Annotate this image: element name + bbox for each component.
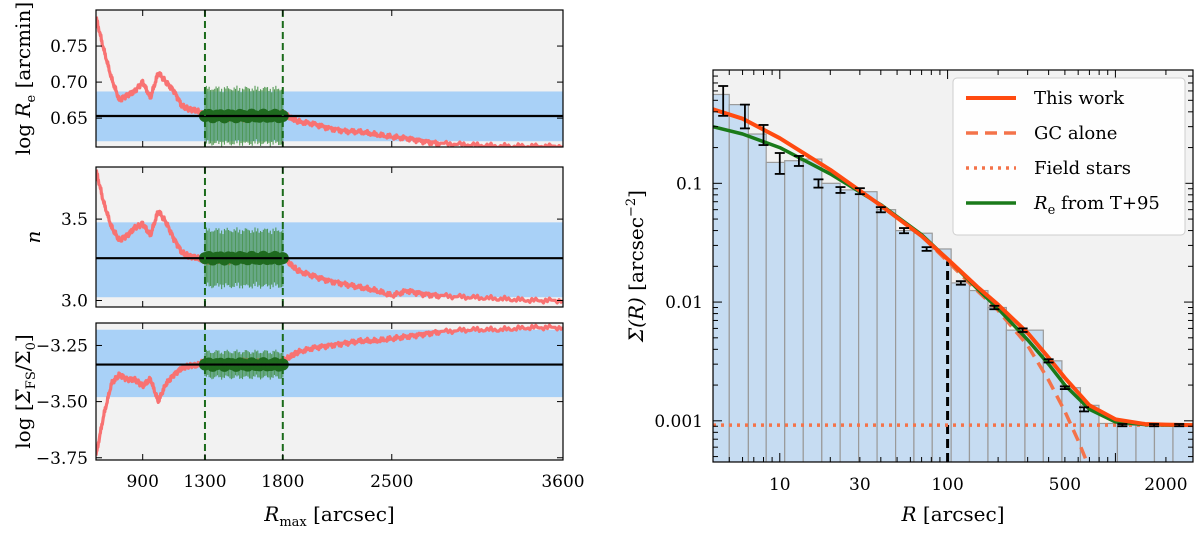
x-tick-label: 900 [126,472,158,492]
y-tick-label: 0.70 [50,73,88,93]
x-tick-label: 30 [849,475,871,495]
y-axis-label: n [21,231,45,244]
y-axis-label: log Re [arcmin] [11,2,39,155]
legend: This work GC alone Field stars Re from T+95 [952,77,1186,236]
profile-panel: 10 30 100 500 2000 0.001 0.01 0.1 R [arcsec] Σ(R)… [624,69,1194,526]
histogram-bar [821,182,841,462]
plot-area [713,85,1193,462]
fs-panel: −3.25 −3.50 −3.75 900 1300 1800 2500 3600 log [Σ… [11,322,585,530]
x-tick-label: 500 [1049,475,1081,495]
histogram-bar [987,306,1007,462]
legend-label: This work [1034,88,1125,109]
histogram-bar [747,133,767,462]
legend-box [952,77,1186,236]
histogram-bar [1098,422,1119,462]
histogram-bar [839,189,860,462]
legend-label: GC alone [1034,123,1117,144]
legend-label: Re from T+95 [1033,193,1160,218]
y-tick-label: 3.5 [61,210,88,230]
y-tick-label: −3.75 [36,449,88,469]
x-tick-label: 3600 [541,472,584,492]
x-tick-label: 1300 [183,472,226,492]
y-axis-label: Σ(R) [arcsec−2] [624,190,648,343]
y-tick-label: 0.1 [676,174,703,194]
histogram-bar [784,160,804,462]
x-tick-label: 2000 [1144,475,1187,495]
y-tick-label: 0.65 [50,109,88,129]
plot-area [96,323,563,460]
plot-area [96,167,563,307]
histogram-bar [950,282,971,462]
n-panel: 3.0 3.5 n [21,166,564,311]
panel-frame [95,166,564,308]
y-axis-label: log [ΣFS/Σ0] [11,334,39,448]
histogram-bar [728,104,749,462]
x-tick-label: 10 [769,475,791,495]
x-tick-label: 2500 [370,472,413,492]
re-panel: 0.65 0.70 0.75 log Re [arcmin] [11,2,564,155]
histogram-bar [968,289,989,462]
x-axis-label: Rmax [arcsec] [263,502,394,529]
y-tick-label: 0.01 [665,293,703,313]
histogram-bar [765,161,786,462]
histogram-bar [895,229,915,462]
confidence-band [96,222,563,298]
panel-frame [95,322,564,461]
confidence-band [96,329,563,398]
histogram-bar [858,191,878,462]
y-tick-label: −3.50 [36,393,88,413]
histogram-bar [876,209,897,462]
legend-label: Field stars [1034,158,1131,179]
panel-frame [95,9,564,148]
histogram-bar [802,158,823,462]
histogram-bar [1005,329,1026,462]
histogram-bar [913,232,933,462]
x-axis-label: R [arcsec] [900,502,1004,526]
y-tick-label: 3.0 [61,291,88,311]
plot-area [96,10,563,147]
histogram-bar [1153,424,1174,462]
histogram-bar [1135,424,1156,462]
x-tick-label: 100 [931,475,963,495]
y-tick-label: −3.25 [36,336,88,356]
histogram-bar [713,93,730,462]
histogram-bar [1116,424,1137,462]
this-work-curve [713,107,1193,428]
y-tick-label: 0.75 [50,37,88,57]
x-tick-label: 1800 [261,472,304,492]
y-tick-label: 0.001 [654,412,703,432]
